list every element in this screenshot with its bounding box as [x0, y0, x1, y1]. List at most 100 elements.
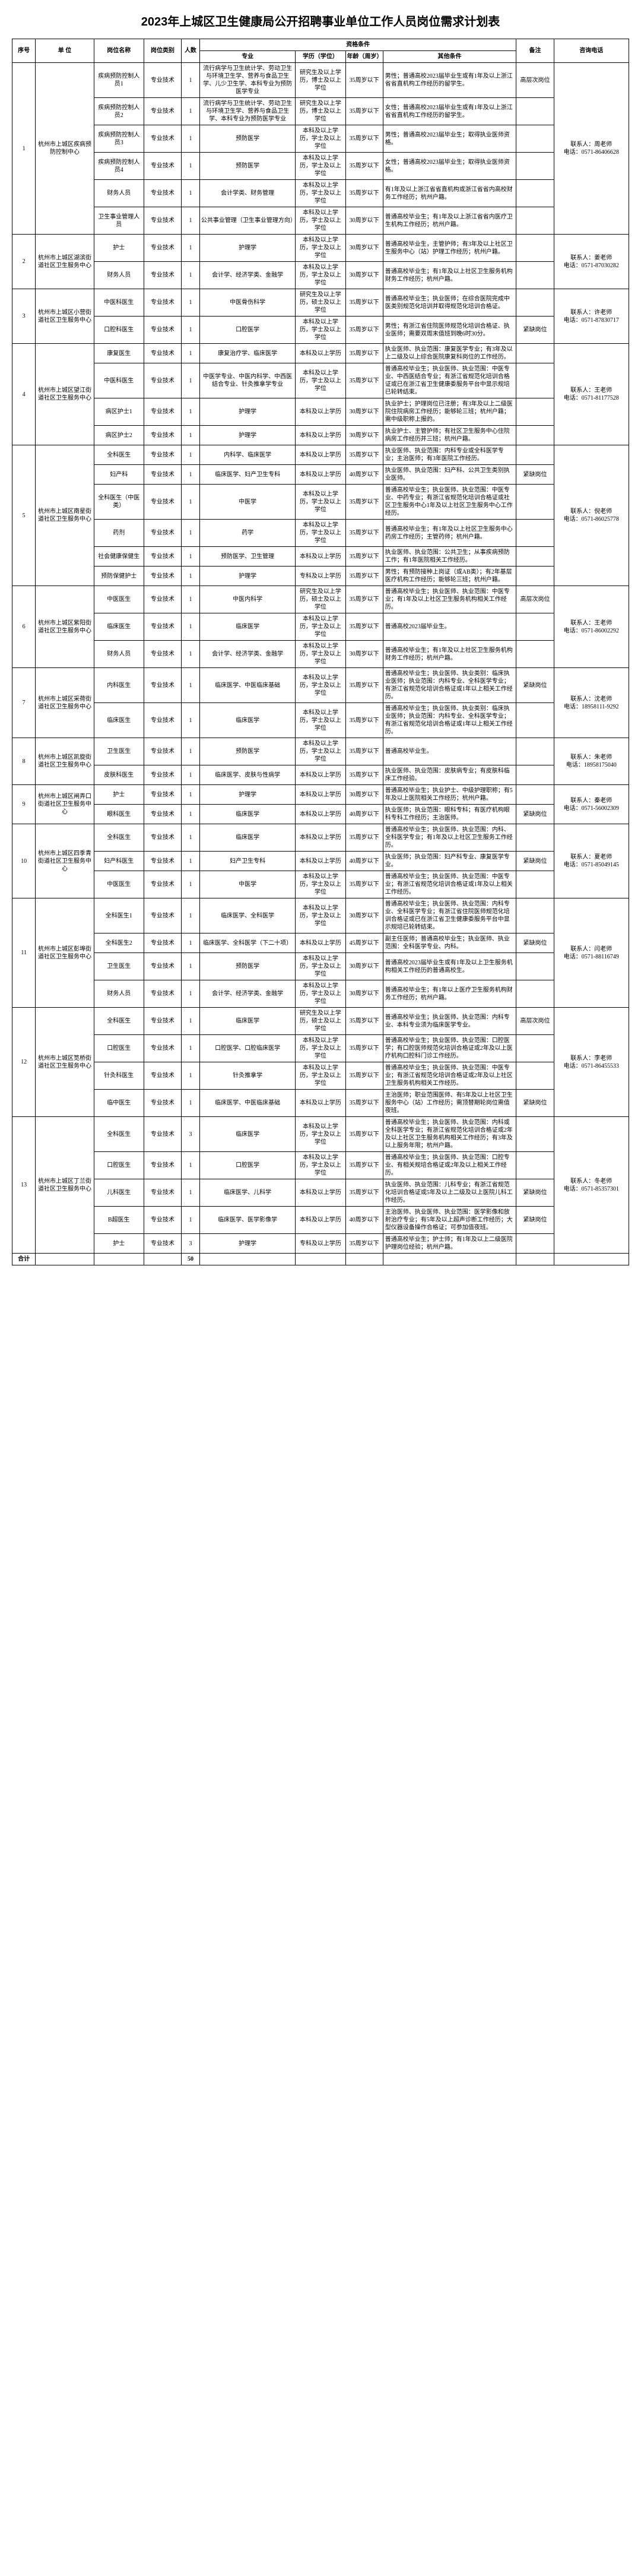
table-row: 财务人员专业技术1会计学、经济学类、金融学本科及以上学历，学士及以上学位30周岁… [12, 641, 629, 668]
cell-count: 1 [182, 765, 200, 785]
cell-count: 1 [182, 465, 200, 485]
page-title: 2023年上城区卫生健康局公开招聘事业单位工作人员岗位需求计划表 [12, 12, 629, 29]
cell-jobname: 临床医生 [94, 613, 144, 641]
cell-major: 临床医学、全科医学 [199, 898, 295, 933]
cell-count: 1 [182, 1090, 200, 1117]
table-row: 10杭州市上城区四季青街道社区卫生服务中心全科医生专业技术1临床医学本科及以上学… [12, 824, 629, 852]
table-row: 4杭州市上城区望江街道社区卫生服务中心康复医生专业技术1康复治疗学、临床医学本科… [12, 344, 629, 363]
cell-edu: 本科及以上学历，学士及以上学位 [296, 235, 345, 262]
cell-jobname: 护士 [94, 235, 144, 262]
cell-other: 普通高校毕业生，主管护师；有3年及以上社区卫生服务中心（站）护理工作经历；杭州户… [383, 235, 516, 262]
cell-other: 执业护士、主管护师；有社区卫生服务中心住院病房工作经历并三班；杭州户籍。 [383, 426, 516, 445]
cell-age: 35周岁以下 [345, 153, 383, 180]
cell-count: 1 [182, 207, 200, 235]
cell-count: 1 [182, 1062, 200, 1090]
cell-note [516, 98, 554, 125]
cell-count: 1 [182, 520, 200, 547]
table-row: 2杭州市上城区湖滨街道社区卫生服务中心护士专业技术1护理学本科及以上学历，学士及… [12, 235, 629, 262]
cell-count: 1 [182, 933, 200, 953]
cell-note [516, 1117, 554, 1152]
cell-note: 紧缺岗位 [516, 1207, 554, 1234]
cell-edu: 本科及以上学历 [296, 1090, 345, 1117]
cell-other: 普通高校毕业生；执业医师、执业类别：临床执业医师；执业范围：内科专业、全科医学专… [383, 703, 516, 738]
cell-count: 1 [182, 1179, 200, 1207]
cell-edu: 本科及以上学历，学士及以上学位 [296, 738, 345, 765]
cell-major: 预防医学 [199, 125, 295, 153]
cell-jobtype: 专业技术 [144, 289, 181, 317]
cell-contact: 联系人：沈老师 电话：18958111-9292 [554, 668, 629, 738]
th-major: 专业 [199, 51, 295, 63]
cell-note [516, 613, 554, 641]
cell-edu: 本科及以上学历，学士及以上学位 [296, 1035, 345, 1062]
cell-note [516, 180, 554, 207]
cell-age: 35周岁以下 [345, 485, 383, 520]
cell-note: 紧缺岗位 [516, 805, 554, 824]
cell-jobname: 病区护士2 [94, 426, 144, 445]
cell-note [516, 485, 554, 520]
cell-edu: 本科及以上学历，学士及以上学位 [296, 1062, 345, 1090]
cell-jobtype: 专业技术 [144, 344, 181, 363]
cell-count: 3 [182, 1117, 200, 1152]
cell-other: 男性；有浙江省住院医师规范化培训合格证、执业医师；需要双周末值班到晚6时30分。 [383, 317, 516, 344]
cell-major: 会计学、经济学类、金融学 [199, 262, 295, 289]
th-count: 人数 [182, 39, 200, 63]
cell-jobname: 妇产科 [94, 465, 144, 485]
cell-jobname: 眼科医生 [94, 805, 144, 824]
cell-other: 普通高校2023届毕业生或有1年及以上卫生服务机构相关工作经历的普通高校生。 [383, 953, 516, 980]
cell-major: 针灸推拿学 [199, 1062, 295, 1090]
cell-age: 35周岁以下 [345, 289, 383, 317]
cell-age: 30周岁以下 [345, 898, 383, 933]
cell-seq: 1 [12, 63, 36, 235]
cell-jobname: 卫生医生 [94, 738, 144, 765]
cell-age: 35周岁以下 [345, 613, 383, 641]
table-row: 6杭州市上城区紫阳街道社区卫生服务中心中医医生专业技术1中医内科学研究生及以上学… [12, 586, 629, 613]
cell-count: 1 [182, 262, 200, 289]
cell-jobname: 临中医生 [94, 1090, 144, 1117]
cell-major: 护理学 [199, 567, 295, 586]
cell-seq: 6 [12, 586, 36, 668]
cell-jobtype: 专业技术 [144, 1090, 181, 1117]
cell-edu: 研究生及以上学历，硕士及以上学位 [296, 1008, 345, 1035]
table-row: B超医生专业技术1临床医学、医学影像学本科及以上学历40周岁以下主治医师、执业医… [12, 1207, 629, 1234]
cell-jobname: 病区护士1 [94, 398, 144, 426]
cell-age: 30周岁以下 [345, 641, 383, 668]
cell-jobname: 中医医生 [94, 586, 144, 613]
cell-jobname: 内科医生 [94, 668, 144, 703]
cell-major: 中医学专业、中医内科学、中西医结合专业、针灸推拿学专业 [199, 363, 295, 398]
cell-jobtype: 专业技术 [144, 933, 181, 953]
cell-jobname: 卫生事业管理人员 [94, 207, 144, 235]
cell-count: 1 [182, 317, 200, 344]
cell-edu: 本科及以上学历，学士及以上学位 [296, 668, 345, 703]
cell-other: 女性；普通高校2023届毕业生或有1年及以上浙江省省直机构工作经历的留学生。 [383, 98, 516, 125]
cell-jobtype: 专业技术 [144, 547, 181, 567]
th-unit: 单 位 [36, 39, 94, 63]
cell-note [516, 363, 554, 398]
cell-other: 副主任医师；普通高校毕业生；执业医师、执业范围：全科医学专业、内科。 [383, 933, 516, 953]
cell-edu: 本科及以上学历 [296, 465, 345, 485]
table-row: 卫生事业管理人员专业技术1公共事业管理（卫生事业管理方向）本科及以上学历，学士及… [12, 207, 629, 235]
cell-jobname: 疾病预防控制人员4 [94, 153, 144, 180]
cell-jobtype: 专业技术 [144, 1179, 181, 1207]
cell-other: 普通高校毕业生；执业医师；在综合医院完成中医类别规范化培训并取得规范化培训合格证… [383, 289, 516, 317]
cell-note [516, 1035, 554, 1062]
table-row: 社会健康保健生专业技术1预防医学、卫生管理本科及以上学历35周岁以下执业医师、执… [12, 547, 629, 567]
table-row: 7杭州市上城区采荷街道社区卫生服务中心内科医生专业技术1临床医学、中医临床基础本… [12, 668, 629, 703]
cell-contact: 联系人：王老师 电话：0571-81177528 [554, 344, 629, 445]
cell-other: 普通高校毕业生；执业医师、执业范围：口腔医学；有口腔医师规范化培训合格证或2年及… [383, 1035, 516, 1062]
cell-note [516, 738, 554, 765]
cell-major: 临床医学 [199, 613, 295, 641]
cell-note: 紧缺岗位 [516, 933, 554, 953]
cell-count: 1 [182, 805, 200, 824]
cell-other: 普通高校毕业生；执业医师、执业范围：内科、全科医学专业；有1年及以上社区卫生服务… [383, 824, 516, 852]
cell-note [516, 125, 554, 153]
cell-count: 1 [182, 953, 200, 980]
cell-major: 临床医学、儿科学 [199, 1179, 295, 1207]
cell-jobtype: 专业技术 [144, 262, 181, 289]
cell-other: 普通高校毕业生；执业医师、执业范围：中医专业；有浙江省规范化培训合格证或1年及以… [383, 871, 516, 898]
cell-note [516, 520, 554, 547]
cell-jobname: 康复医生 [94, 344, 144, 363]
cell-count: 1 [182, 898, 200, 933]
cell-age: 45周岁以下 [345, 933, 383, 953]
cell-other: 执业医师；执业范围：妇产科专业、康复医学专业。 [383, 852, 516, 871]
cell-jobtype: 专业技术 [144, 824, 181, 852]
